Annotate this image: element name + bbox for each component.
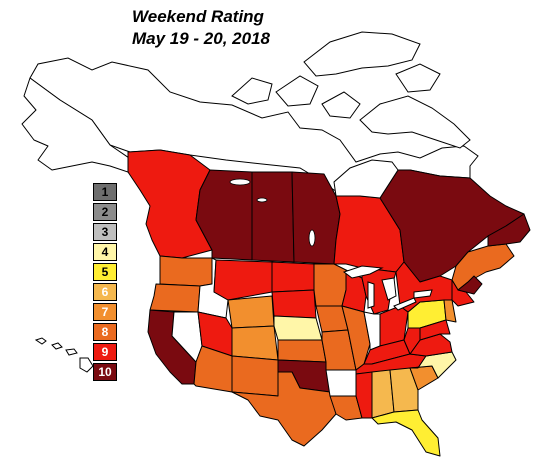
legend-label: 6 [101, 285, 109, 299]
lake-athabasca [256, 197, 268, 203]
florida [371, 409, 441, 457]
arctic-island-3 [321, 91, 361, 119]
montana [213, 259, 273, 301]
legend-item-9: 9 [93, 343, 117, 361]
lake-winnipeg [308, 229, 316, 247]
legend-item-3: 3 [93, 223, 117, 241]
south-dakota [271, 289, 317, 319]
legend-item-5: 5 [93, 263, 117, 281]
louisiana [329, 395, 363, 421]
wyoming [227, 295, 275, 329]
georgia [389, 367, 419, 413]
prairie-lakes [229, 178, 316, 247]
kansas [277, 339, 327, 363]
title-line-2: May 19 - 20, 2018 [132, 29, 270, 48]
north-dakota [271, 261, 315, 293]
mississippi [355, 371, 373, 419]
legend-label: 4 [101, 245, 109, 259]
lake-erie [393, 297, 417, 311]
hawaii-island-4 [79, 357, 94, 373]
hawaii [34, 337, 94, 373]
nebraska [273, 315, 323, 341]
legend-item-10: 10 [93, 363, 117, 381]
arctic-island-4 [395, 63, 441, 93]
hudson-bay [333, 159, 399, 199]
ellesmere-island [303, 31, 421, 77]
saskatchewan [251, 171, 295, 263]
lake-huron [381, 277, 397, 301]
title-line-1: Weekend Rating [132, 7, 264, 26]
legend-label: 7 [101, 305, 109, 319]
legend-label: 5 [101, 265, 109, 279]
oregon [149, 283, 201, 313]
maryland [419, 319, 451, 341]
maine [457, 275, 483, 295]
newfoundland [487, 213, 531, 247]
legend-item-4: 4 [93, 243, 117, 261]
colorado [231, 325, 279, 361]
hawaii-island-2 [51, 342, 63, 350]
legend-item-2: 2 [93, 203, 117, 221]
texas [231, 371, 337, 447]
legend-label: 3 [101, 225, 109, 239]
arkansas [325, 369, 357, 397]
lake-michigan [367, 281, 375, 309]
lake-ontario [413, 289, 433, 299]
legend-label: 2 [101, 205, 109, 219]
legend-item-7: 7 [93, 303, 117, 321]
rating-legend: 1 2 3 4 5 6 7 8 9 10 [93, 183, 117, 383]
hawaii-island-3 [65, 348, 78, 356]
legend-label: 10 [98, 365, 112, 379]
great-slave-lake [229, 178, 251, 186]
minnesota [313, 263, 347, 307]
hawaii-island-1 [34, 337, 47, 345]
great-lakes [342, 265, 433, 311]
legend-label: 9 [101, 345, 109, 359]
legend-item-8: 8 [93, 323, 117, 341]
legend-label: 8 [101, 325, 109, 339]
legend-label: 1 [101, 185, 109, 199]
new-mexico [231, 355, 279, 397]
new-jersey [443, 299, 457, 323]
lake-superior [342, 265, 384, 279]
washington [159, 255, 213, 287]
legend-item-1: 1 [93, 183, 117, 201]
map-title: Weekend Rating May 19 - 20, 2018 [132, 6, 270, 50]
baffin-island [359, 95, 471, 149]
legend-item-6: 6 [93, 283, 117, 301]
arctic-island-2 [275, 75, 319, 107]
arctic-island-1 [231, 77, 273, 105]
